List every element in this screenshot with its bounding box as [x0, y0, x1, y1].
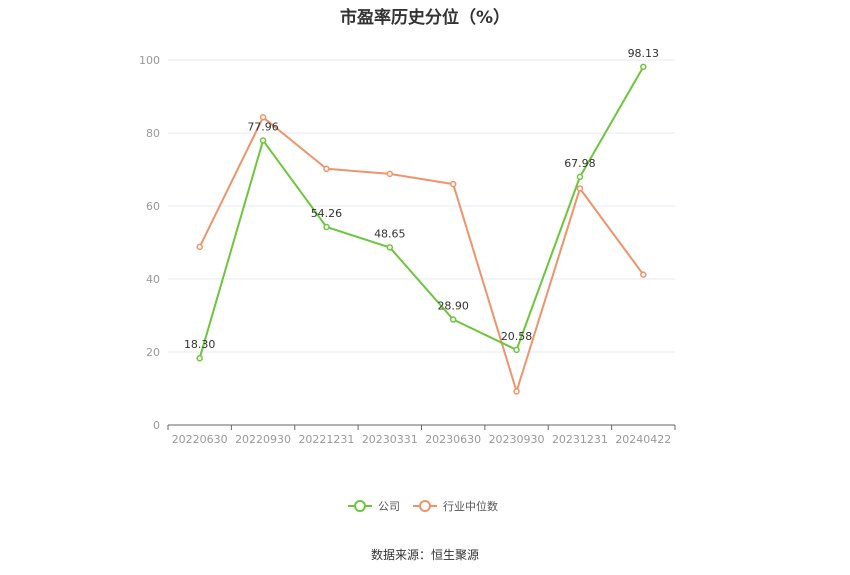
x-tick-label: 20220930 [235, 433, 291, 446]
y-tick-label: 0 [153, 419, 160, 432]
x-tick-label: 20230930 [489, 433, 545, 446]
legend-label: 行业中位数 [443, 499, 498, 513]
data-point [513, 388, 520, 395]
data-point [323, 223, 330, 231]
y-tick-label: 80 [146, 127, 160, 140]
data-point [259, 114, 267, 121]
y-tick-label: 40 [146, 273, 160, 286]
data-label: 18.30 [184, 338, 216, 351]
data-label: 20.58 [501, 330, 533, 343]
data-label: 54.26 [311, 207, 343, 220]
data-label: 67.98 [564, 157, 596, 170]
y-tick-label: 20 [146, 346, 160, 359]
data-point [323, 165, 330, 173]
data-label: 77.96 [247, 120, 279, 133]
data-point [449, 180, 457, 188]
x-tick-label: 20230331 [362, 433, 418, 446]
series-line [198, 116, 645, 393]
chart-title: 市盈率历史分位（%） [339, 8, 511, 28]
legend-label: 公司 [378, 500, 400, 513]
data-point [196, 243, 203, 251]
data-point [196, 354, 203, 362]
series-line [198, 66, 645, 359]
legend-swatch-marker [419, 500, 431, 512]
data-point [449, 316, 457, 323]
data-labels: 18.30 77.96 54.26 48.65 28.90 20.58 67.98 98.13 [184, 47, 659, 351]
data-label: 48.65 [374, 227, 406, 240]
data-point [576, 173, 584, 181]
y-tick-label: 60 [146, 200, 160, 213]
data-label: 98.13 [628, 47, 660, 60]
x-tick-label: 20221231 [298, 433, 354, 446]
x-tick-label: 20230630 [425, 433, 481, 446]
legend-swatch-marker [354, 500, 366, 512]
data-point [576, 185, 584, 192]
series-lines [196, 63, 647, 395]
data-point [386, 244, 394, 251]
data-point [386, 170, 394, 178]
data-label: 28.90 [437, 300, 469, 313]
data-point [640, 63, 647, 71]
axes: 0 20 40 60 80 100 20220630 20220930 20221231 2023… [139, 54, 676, 446]
data-point [640, 271, 647, 278]
x-tick-label: 20231231 [552, 433, 608, 446]
legend: 公司 行业中位数 [348, 499, 498, 513]
x-tick-label: 20220630 [172, 433, 228, 446]
y-tick-label: 100 [139, 54, 160, 67]
x-tick-label: 20240422 [615, 433, 671, 446]
grid-lines [168, 59, 675, 353]
source-note: 数据来源：恒生聚源 [370, 548, 479, 562]
data-point [259, 137, 267, 144]
data-point [513, 346, 520, 354]
